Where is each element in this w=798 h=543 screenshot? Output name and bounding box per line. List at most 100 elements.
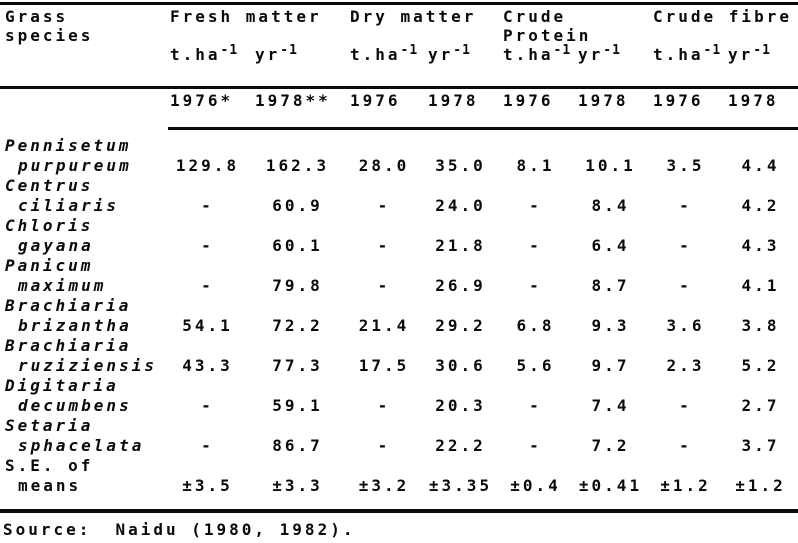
value-cell: 35.0 <box>435 156 486 175</box>
unit-exponent: -1 <box>220 43 239 58</box>
value-cell: 10.1 <box>585 156 636 175</box>
value-cell: 3.7 <box>741 436 780 455</box>
fresh-matter-title: Fresh matter <box>170 7 322 26</box>
data-line: sphacelata - 86.7 - 22.2 - 7.2 - 3.7 <box>0 436 798 456</box>
data-line: ciliaris - 60.9 - 24.0 - 8.4 - 4.2 <box>0 196 798 216</box>
unit-exponent: -1 <box>453 43 471 58</box>
se-value-cell: ±1.2 <box>660 476 711 495</box>
se-value-cell: ±3.35 <box>428 476 493 495</box>
data-line: means ±3.5 ±3.3 ±3.2 ±3.35 ±0.4 ±0.41 ±1.2 ±1.2 <box>0 476 798 496</box>
value-cell: 24.0 <box>435 196 486 215</box>
value-cell: - <box>201 236 214 255</box>
unit-mass: t.ha <box>170 45 221 64</box>
data-line: gayana - 60.1 - 21.8 - 6.4 - 4.3 <box>0 236 798 256</box>
unit-time: yr <box>255 45 281 64</box>
species-genus: Panicum <box>5 256 94 275</box>
value-cell: 21.8 <box>435 236 486 255</box>
unit-exponent: -1 <box>280 43 298 58</box>
unit-label: yr-1 <box>723 43 798 66</box>
species-epithet: maximum <box>18 276 107 295</box>
value-cell: 5.2 <box>741 356 780 375</box>
value-cell: 4.2 <box>741 196 780 215</box>
value-cell: 6.8 <box>516 316 555 335</box>
data-line: maximum - 79.8 - 26.9 - 8.7 - 4.1 <box>0 276 798 296</box>
crude-protein-title-line2: Protein <box>503 26 592 45</box>
data-line: decumbens - 59.1 - 20.3 - 7.4 - 2.7 <box>0 396 798 416</box>
source-line: Source: Naidu (1980, 1982). <box>0 520 798 540</box>
value-cell: 17.5 <box>358 356 410 375</box>
year-header-spacer <box>0 92 165 109</box>
dry-matter-title: Dry matter <box>350 7 477 26</box>
unit-label: yr-1 <box>423 43 498 66</box>
data-line: ruziziensis 43.3 77.3 17.5 30.6 5.6 9.7 2.3 5.2 <box>0 356 798 376</box>
species-genus: Brachiaria <box>5 296 132 315</box>
species-genus: Brachiaria <box>5 336 132 355</box>
value-cell: 2.7 <box>741 396 780 415</box>
species-epithet: ruziziensis <box>18 356 157 375</box>
value-cell: 7.2 <box>591 436 630 455</box>
year-header: 1978 <box>428 91 479 110</box>
value-cell: 8.7 <box>591 276 630 295</box>
se-value-cell: ±3.5 <box>182 476 233 495</box>
unit-exponent: -1 <box>753 43 771 58</box>
species-epithet: purpureum <box>18 156 132 175</box>
value-cell: 8.4 <box>591 196 630 215</box>
value-cell: - <box>529 276 542 295</box>
unit-label: yr-1 <box>573 43 648 66</box>
value-cell: 59.1 <box>272 396 323 415</box>
se-value-cell: ±3.3 <box>272 476 323 495</box>
value-cell: 3.5 <box>666 156 705 175</box>
value-cell: 77.3 <box>272 356 323 375</box>
value-cell: 22.2 <box>435 436 486 455</box>
value-cell: - <box>201 396 214 415</box>
value-cell: 7.4 <box>591 396 630 415</box>
species-epithet: ciliaris <box>18 196 120 215</box>
year-header: 1978** <box>255 91 331 110</box>
value-cell: - <box>529 236 542 255</box>
se-label-line2: means <box>18 476 82 495</box>
species-genus: Centrus <box>5 176 94 195</box>
grass-species-header-line1: Grass <box>5 7 69 26</box>
value-cell: - <box>529 196 542 215</box>
species-epithet: sphacelata <box>18 436 145 455</box>
value-cell: 3.6 <box>666 316 705 335</box>
unit-time: yr <box>578 45 604 64</box>
value-cell: 29.2 <box>435 316 486 335</box>
year-header: 1976 <box>503 91 554 110</box>
table-header: Grass species Fresh matter Dry matter Cr… <box>0 7 798 66</box>
se-value-cell: ±0.41 <box>578 476 643 495</box>
source-label: Source: <box>3 520 92 539</box>
crude-fibre-group-header: Crude fibre <box>648 7 798 45</box>
value-cell: 60.1 <box>272 236 323 255</box>
value-cell: 9.7 <box>591 356 630 375</box>
grass-species-header-line2: species <box>5 26 94 45</box>
value-cell: 20.3 <box>435 396 486 415</box>
crude-protein-group-header: Crude Protein <box>498 7 648 45</box>
se-value-cell: ±1.2 <box>735 476 786 495</box>
value-cell: 26.9 <box>435 276 486 295</box>
value-cell: 54.1 <box>182 316 233 335</box>
value-cell: 5.6 <box>516 356 555 375</box>
grass-species-header: Grass species <box>0 7 165 66</box>
species-row: Centrus ciliaris - 60.9 - 24.0 - 8.4 - 4.2 <box>0 176 798 216</box>
value-cell: 72.2 <box>272 316 323 335</box>
unit-label: yr-1 <box>250 43 345 66</box>
unit-exponent: -1 <box>703 43 722 58</box>
year-header: 1976 <box>653 91 704 110</box>
value-cell: - <box>201 276 214 295</box>
se-label-line1: S.E. of <box>5 456 94 475</box>
value-cell: - <box>679 196 692 215</box>
table-body: Pennisetum purpureum 129.8 162.3 28.0 35.0 8.1… <box>0 136 798 496</box>
crude-protein-title: Crude <box>503 7 567 26</box>
value-cell: 2.3 <box>666 356 705 375</box>
value-cell: 30.6 <box>435 356 486 375</box>
year-header-row: 1976* 1978** 1976 1978 1976 1978 1976 19… <box>0 92 798 109</box>
crude-fibre-title: Crude fibre <box>653 7 792 26</box>
species-genus: Setaria <box>5 416 94 435</box>
species-row: Digitaria decumbens - 59.1 - 20.3 - 7.4 - 2.7 <box>0 376 798 416</box>
species-epithet: brizantha <box>18 316 132 335</box>
value-cell: - <box>679 436 692 455</box>
value-cell: 28.0 <box>358 156 410 175</box>
unit-label: t.ha-1 <box>648 43 723 66</box>
value-cell: - <box>377 276 391 295</box>
